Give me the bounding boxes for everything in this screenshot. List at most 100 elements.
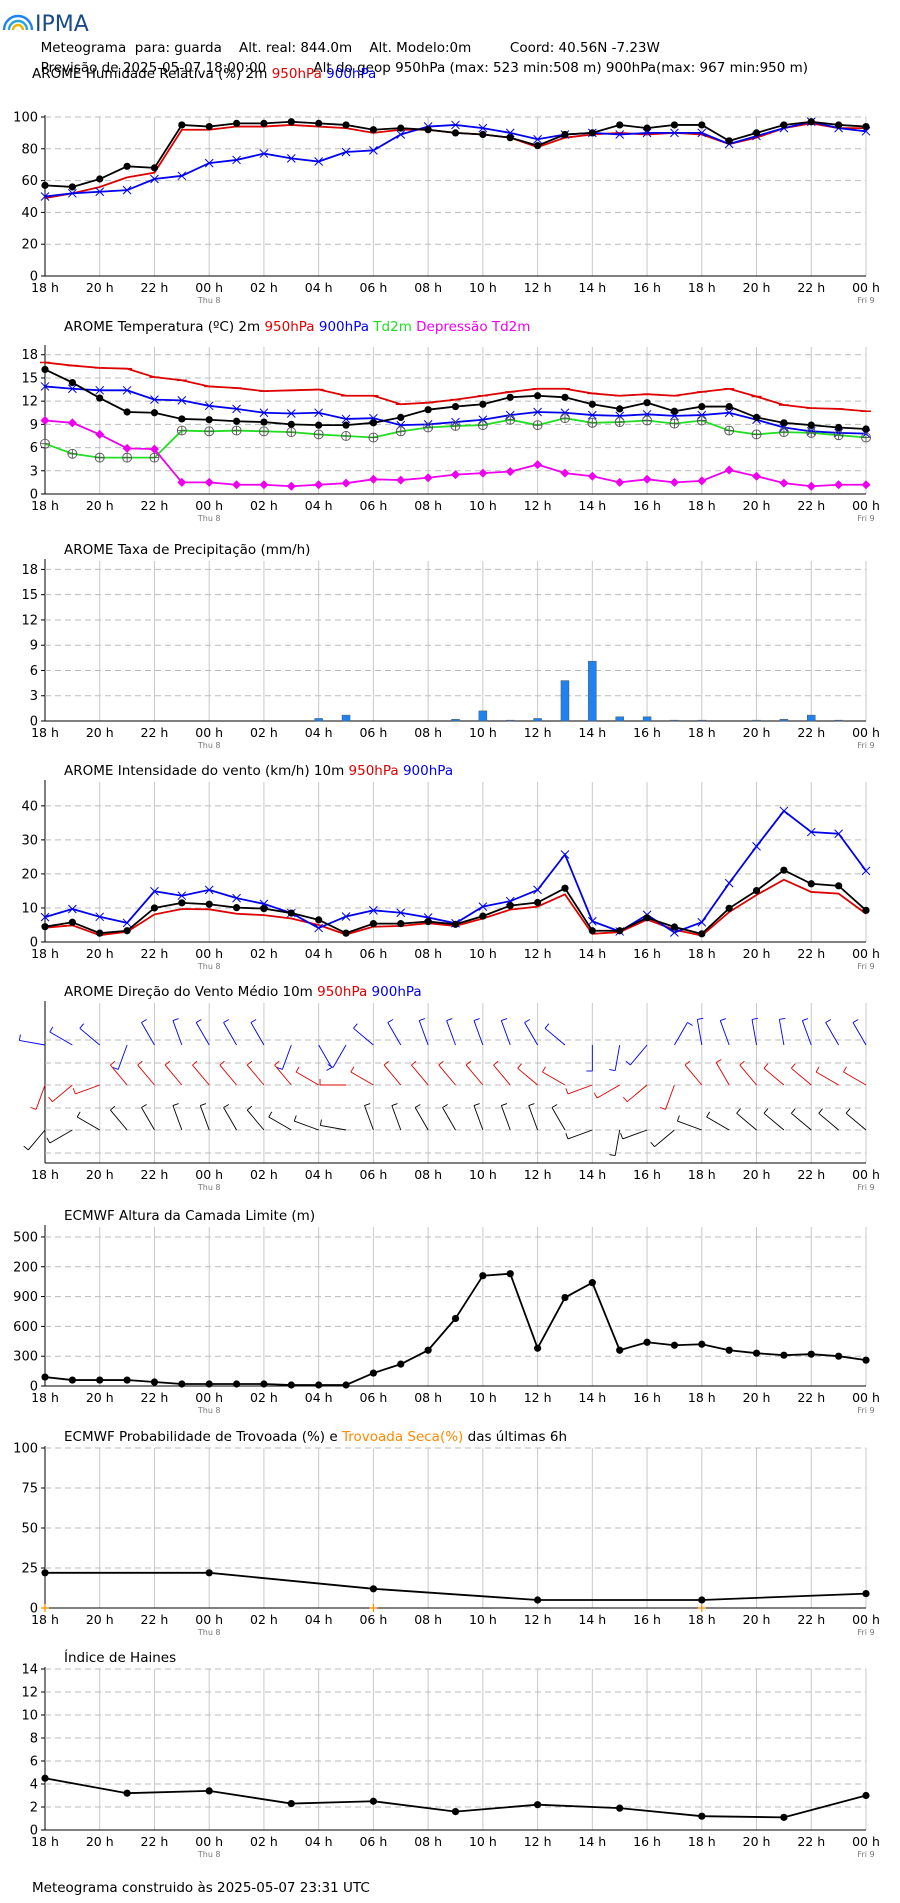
temperature-series-2m-point [41, 365, 49, 374]
haines-series-main-point [287, 1799, 295, 1808]
ecmwf_pbl-series-main-point [369, 1369, 377, 1377]
wind_dir-barb-900hpa [281, 1044, 292, 1070]
wind_dir-barb-10m [320, 1125, 347, 1131]
temperature-series-td2m-point-cross [697, 416, 707, 425]
ecmwf_thunder-y-tick-label: 25 [21, 1562, 38, 1577]
haines-title: Índice de Haines [64, 1649, 176, 1666]
ecmwf_thunder-x-tick-label: 00 h [195, 1612, 223, 1627]
wind-series-10m-point [96, 929, 104, 937]
humidity-x-tick-label: 22 h [141, 280, 169, 295]
wind_dir-barb-feather [137, 1060, 143, 1066]
wind_dir-barb-950hpa [295, 1071, 319, 1086]
humidity-day-label: Thu 8 [197, 296, 221, 305]
wind_dir-barb-feather [620, 1133, 624, 1140]
wind_dir-barb-900hpa [387, 1022, 402, 1046]
wind-series-900hpa-point [806, 827, 816, 837]
temperature-series-td2m-point-cross [286, 427, 296, 437]
humidity-x-tick-label: 00 h [195, 280, 223, 295]
ecmwf_pbl-x-tick-label: 22 h [141, 1390, 169, 1405]
ecmwf_thunder-series-main-point [862, 1590, 870, 1598]
temperature-x-tick-label: 06 h [359, 498, 387, 513]
temperature-series-depress-o-td2m-point [451, 470, 460, 480]
precip-x-tick-label: 02 h [250, 725, 278, 740]
temperature-series-depress-o-td2m-point [423, 473, 433, 483]
ecmwf_thunder-x-tick-label: 00 h [852, 1612, 880, 1627]
wind_dir-barb-10m [199, 1105, 210, 1131]
humidity-series-2m-point [68, 183, 76, 191]
temperature-series-2m-point [424, 406, 432, 414]
precip-bar [779, 719, 789, 722]
humidity-series-900hpa-point [670, 128, 679, 138]
ecmwf_thunder-x-tick-label: 06 h [359, 1612, 387, 1627]
wind_dir-x-tick-label: 20 h [743, 1167, 771, 1182]
ecmwf_pbl-series-main-point [96, 1376, 104, 1384]
temperature-y-tick-label: 12 [21, 395, 38, 410]
humidity-series-2m-point [369, 126, 377, 134]
precip-x-tick-label: 00 h [195, 725, 223, 740]
precip-bar [505, 719, 515, 722]
precip-bar [670, 719, 679, 722]
ecmwf_pbl-series-main-point [807, 1350, 815, 1358]
wind-series-900hpa-point [369, 905, 378, 915]
wind_dir-x-tick-label: 10 h [469, 1167, 497, 1182]
haines-series-main-point [780, 1813, 788, 1821]
wind_dir-x-tick-label: 12 h [524, 1167, 552, 1182]
wind-y-tick-label: 10 [21, 901, 38, 916]
wind-series-10m-point [534, 898, 542, 907]
wind_dir-barb-950hpa [35, 1084, 46, 1110]
wind_dir-barb-feather [779, 1017, 786, 1020]
wind_dir-barb-feather [387, 1019, 394, 1023]
humidity-title-part: 900hPa [322, 66, 376, 82]
humidity-title-part: 950hPa [272, 66, 322, 82]
wind_dir-barb-feather [739, 1060, 745, 1066]
temperature-x-tick-label: 00 h [195, 498, 223, 513]
haines-y-tick-label: 2 [30, 1801, 38, 1816]
precip-bar [588, 660, 597, 722]
ecmwf_pbl-series-main-point [150, 1378, 159, 1386]
ecmwf_thunder-series-main-point [41, 1569, 49, 1577]
wind-series-10m-point [205, 900, 213, 908]
wind_dir-barb-10m [654, 1129, 675, 1148]
temperature-series-td2m-point-cross [204, 426, 214, 436]
wind-series-900hpa-point [95, 912, 105, 922]
temperature-series-depress-o-td2m-point [286, 481, 296, 491]
humidity-series-2m-point [588, 129, 596, 137]
wind_dir-barb-feather [268, 1111, 273, 1118]
ecmwf_pbl-series-main-point [725, 1346, 733, 1354]
wind-series-10m-point [725, 904, 733, 912]
wind-series-10m-point [178, 899, 186, 907]
ecmwf_pbl-x-tick-label: 16 h [633, 1390, 661, 1405]
precip-y-tick-label: 18 [21, 563, 38, 578]
temperature-x-tick-label: 00 h [852, 498, 880, 513]
temperature-series-900hpa-point [177, 396, 187, 405]
wind_dir-barb-10m [268, 1116, 292, 1131]
humidity-series-900hpa-point [259, 149, 269, 158]
precip-x-tick-label: 00 h [852, 725, 880, 740]
ecmwf_pbl-y-tick-label: 200 [13, 1260, 38, 1275]
wind_dir-barb-950hpa [542, 1071, 566, 1086]
temperature-series-2m-point [752, 413, 761, 422]
wind_dir-barb-feather [818, 1108, 823, 1114]
wind_dir-barb-feather [79, 1023, 85, 1029]
ecmwf_pbl-series-main-line [44, 1272, 867, 1386]
wind_dir-barb-950hpa [815, 1071, 839, 1086]
temperature-x-tick-label: 14 h [578, 498, 606, 513]
temperature-series-900hpa-point [724, 408, 734, 418]
logo-arc-1 [2, 14, 34, 31]
temperature-series-2m-point [451, 402, 460, 411]
temperature-series-depress-o-td2m-point [724, 465, 734, 475]
haines-x-tick-label: 22 h [797, 1834, 825, 1849]
wind_dir-barb-950hpa [465, 1064, 484, 1086]
temperature-series-td2m-point-cross [177, 426, 187, 436]
ecmwf_thunder-title-part: das últimas 6h [463, 1429, 567, 1445]
wind-series-900hpa-point [478, 902, 488, 911]
wind_dir-barb-10m [567, 1129, 593, 1140]
wind-series-900hpa-point [40, 912, 50, 922]
temperature-series-2m-point [315, 421, 323, 429]
ecmwf_thunder-series-trovoada-seca--point [369, 1604, 378, 1612]
wind_dir-x-tick-label: 20 h [86, 1167, 114, 1182]
temperature-series-depress-o-td2m-point [232, 480, 242, 490]
wind_dir-barb-950hpa [626, 1084, 648, 1103]
haines-series-main-point [205, 1787, 213, 1795]
precip-x-tick-label: 04 h [305, 725, 333, 740]
